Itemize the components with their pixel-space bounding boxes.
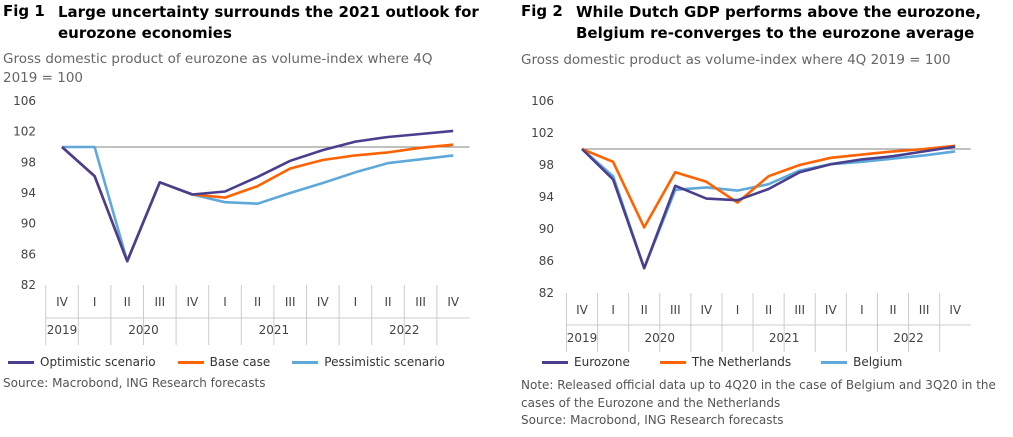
x-tick-label: III	[919, 303, 930, 317]
x-tick-label: II	[254, 295, 261, 309]
x-tick-label: I	[736, 303, 740, 317]
legend: Optimistic scenario Base case Pessimisti…	[8, 355, 467, 369]
y-tick-label: 102	[13, 125, 36, 139]
legend-swatch	[292, 360, 319, 364]
x-tick-label: IV	[187, 295, 200, 309]
x-year-label: 2019	[47, 323, 78, 337]
y-tick-label: 82	[21, 278, 36, 292]
x-tick-label: IV	[701, 303, 714, 317]
x-year-label: 2021	[259, 323, 290, 337]
figure-number: Fig 2	[521, 2, 563, 20]
figure-1: Fig 1 Large uncertainty surrounds the 20…	[0, 0, 500, 437]
x-tick-label: III	[285, 295, 296, 309]
x-tick-label: I	[354, 295, 358, 309]
y-tick-label: 98	[539, 158, 554, 172]
legend-label: Pessimistic scenario	[324, 355, 445, 369]
legend-swatch	[659, 360, 686, 364]
x-tick-label: III	[670, 303, 681, 317]
legend-label: Belgium	[853, 355, 903, 369]
x-year-label: 2020	[128, 323, 159, 337]
y-tick-label: 106	[531, 94, 554, 108]
legend-item: Eurozone	[542, 355, 630, 369]
y-tick-label: 82	[539, 286, 554, 300]
x-year-label: 2022	[389, 323, 420, 337]
x-year-label: 2019	[567, 331, 598, 345]
chart-subtitle: Gross domestic product as volume-index w…	[521, 52, 951, 68]
chart-title: While Dutch GDP performs above the euroz…	[576, 3, 982, 42]
series-line	[61, 129, 454, 263]
x-tick-label: IV	[949, 303, 962, 317]
chart-title: Large uncertainty surrounds the 2021 out…	[58, 3, 479, 42]
x-tick-label: IV	[56, 295, 69, 309]
y-tick-label: 90	[539, 222, 554, 236]
legend-label: The Netherlands	[691, 355, 792, 369]
x-tick-label: I	[860, 303, 864, 317]
x-tick-label: II	[384, 295, 391, 309]
y-tick-label: 102	[531, 126, 554, 140]
legend-label: Optimistic scenario	[40, 355, 156, 369]
legend-item: Pessimistic scenario	[292, 355, 445, 369]
y-tick-label: 86	[539, 254, 554, 268]
chart-subtitle: Gross domestic product of eurozone as vo…	[3, 51, 433, 86]
source-text: Source: Macrobond, ING Research forecast…	[3, 376, 266, 390]
legend: Eurozone The Netherlands Belgium	[542, 355, 924, 369]
x-tick-label: II	[124, 295, 131, 309]
x-tick-label: III	[415, 295, 426, 309]
y-tick-label: 86	[21, 247, 36, 261]
legend-swatch	[821, 360, 848, 364]
series-line	[581, 145, 956, 270]
x-tick-label: IV	[447, 295, 460, 309]
x-year-label: 2021	[769, 331, 800, 345]
y-tick-label: 106	[13, 94, 36, 108]
x-year-label: 2020	[644, 331, 675, 345]
legend-swatch	[177, 360, 204, 364]
x-tick-label: III	[794, 303, 805, 317]
x-tick-label: IV	[825, 303, 838, 317]
x-tick-label: III	[154, 295, 165, 309]
y-tick-label: 90	[21, 217, 36, 231]
figure-number: Fig 1	[3, 2, 45, 20]
x-tick-label: II	[765, 303, 772, 317]
x-tick-label: I	[93, 295, 97, 309]
source-text: Source: Macrobond, ING Research forecast…	[521, 413, 784, 427]
figure-2: Fig 2 While Dutch GDP performs above the…	[518, 0, 1013, 437]
legend-item: Belgium	[821, 355, 902, 369]
y-tick-label: 94	[539, 190, 554, 204]
x-tick-label: II	[641, 303, 648, 317]
x-tick-label: IV	[317, 295, 330, 309]
x-tick-label: IV	[576, 303, 589, 317]
legend-swatch	[8, 360, 34, 364]
legend-item: Optimistic scenario	[8, 355, 156, 369]
note-text: Note: Released official data up to 4Q20 …	[521, 378, 996, 410]
legend-item: The Netherlands	[659, 355, 792, 369]
y-tick-label: 98	[21, 155, 36, 169]
x-tick-label: I	[223, 295, 227, 309]
legend-item: Base case	[177, 355, 271, 369]
legend-label: Eurozone	[574, 355, 630, 369]
legend-label: Base case	[209, 355, 271, 369]
x-year-label: 2022	[893, 331, 924, 345]
y-tick-label: 94	[21, 186, 36, 200]
x-tick-label: I	[611, 303, 615, 317]
legend-swatch	[542, 360, 568, 364]
series-line	[581, 144, 956, 229]
x-tick-label: II	[889, 303, 896, 317]
